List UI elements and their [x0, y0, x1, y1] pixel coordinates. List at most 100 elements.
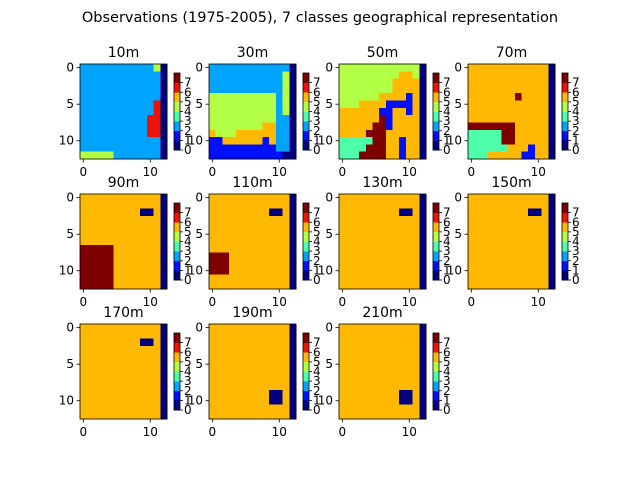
heatmap-cell	[392, 129, 400, 138]
heatmap-cell	[160, 230, 168, 239]
colorbar-segment	[433, 333, 439, 343]
heatmap-cell	[501, 71, 509, 79]
heatmap-cell	[405, 360, 413, 369]
heatmap-cell	[235, 252, 243, 261]
axes-frame	[208, 323, 297, 420]
heatmap-cell	[494, 107, 502, 116]
heatmap-cell	[153, 274, 161, 282]
heatmap-cell	[93, 208, 101, 217]
heatmap-cell	[160, 274, 168, 282]
heatmap-cell	[385, 115, 393, 123]
heatmap-cell	[215, 259, 223, 268]
colorbar-segment	[433, 361, 439, 372]
heatmap-cell	[133, 389, 141, 398]
y-tick-label: 5	[66, 357, 74, 371]
heatmap-cell	[242, 338, 250, 347]
heatmap-cell	[379, 78, 387, 87]
heatmap-cell	[339, 345, 346, 354]
heatmap-cell	[365, 129, 373, 138]
heatmap-cell	[399, 85, 407, 94]
heatmap-cell	[120, 208, 128, 217]
heatmap-cell	[229, 137, 237, 145]
heatmap-cell	[528, 100, 536, 109]
colorbar-tick-label: 2	[184, 254, 192, 268]
heatmap-cell	[289, 338, 297, 347]
heatmap-cell	[339, 367, 346, 376]
heatmap-cell	[209, 201, 216, 209]
heatmap-cell	[392, 194, 400, 202]
heatmap-cell	[412, 338, 420, 347]
heatmap-cell	[534, 194, 542, 202]
heatmap-cell	[229, 331, 237, 339]
heatmap-cell	[153, 230, 161, 239]
heatmap-cell	[262, 122, 270, 131]
colorbar-segment	[562, 203, 568, 213]
heatmap-cell	[80, 201, 87, 209]
heatmap-cells	[80, 194, 168, 290]
y-tick-label: 0	[325, 321, 333, 335]
heatmap-cell	[468, 100, 475, 109]
heatmap-cell	[405, 230, 413, 239]
heatmap-cell	[392, 215, 400, 224]
heatmap-cell	[508, 259, 516, 268]
heatmap-cell	[412, 151, 420, 160]
x-tick-label: 0	[339, 165, 347, 179]
heatmap-cell	[481, 245, 489, 253]
colorbar-tick-label: 0	[443, 143, 451, 157]
heatmap-cell	[359, 100, 367, 109]
heatmap-cell	[120, 78, 128, 87]
heatmap-cell	[508, 215, 516, 224]
heatmap-cell	[86, 107, 94, 116]
heatmap-cell	[385, 78, 393, 87]
heatmap-cell	[126, 122, 134, 131]
heatmap-cell	[372, 194, 380, 202]
heatmap-cell	[160, 137, 168, 145]
heatmap-cell	[235, 194, 243, 202]
heatmap-cell	[160, 208, 168, 217]
heatmap-cell	[494, 252, 502, 261]
heatmap-cell	[255, 245, 263, 253]
heatmap-cell	[508, 93, 516, 101]
heatmap-cell	[352, 151, 360, 160]
heatmap-cell	[229, 208, 237, 217]
colorbar-segment	[174, 222, 180, 233]
heatmap-cell	[514, 64, 522, 72]
heatmap-cell	[385, 252, 393, 261]
heatmap-cell	[514, 137, 522, 145]
colorbar-tick-label: 0	[313, 273, 321, 287]
heatmap-cell	[100, 144, 108, 152]
heatmap-cell	[481, 201, 489, 209]
heatmap-cell	[80, 122, 87, 131]
colorbar-tick-label: 3	[572, 114, 580, 128]
heatmap-cell	[405, 237, 413, 246]
heatmap-cell	[269, 281, 277, 290]
heatmap-cell	[113, 281, 121, 290]
heatmap-cell	[275, 122, 283, 131]
heatmap-cell	[262, 215, 270, 224]
heatmap-cell	[392, 404, 400, 412]
heatmap-cell	[275, 107, 283, 116]
heatmap-cell	[385, 389, 393, 398]
heatmap-cell	[392, 115, 400, 123]
heatmap-cell	[133, 215, 141, 224]
heatmap-cell	[379, 194, 387, 202]
heatmap-cell	[419, 122, 427, 131]
heatmap-cell	[289, 137, 297, 145]
heatmap-cell	[242, 367, 250, 376]
heatmap-cell	[100, 324, 108, 332]
heatmap-cell	[501, 85, 509, 94]
heatmap-cell	[379, 223, 387, 231]
heatmap-cell	[249, 281, 257, 290]
heatmap-cell	[249, 78, 257, 87]
heatmap-cell	[405, 107, 413, 116]
heatmap-cell	[468, 201, 475, 209]
heatmap-cell	[528, 107, 536, 116]
heatmap-cell	[209, 237, 216, 246]
heatmap-cell	[262, 252, 270, 261]
heatmap-cell	[100, 382, 108, 391]
heatmap-cell	[160, 267, 168, 275]
heatmap-cell	[405, 281, 413, 290]
heatmap-cell	[146, 389, 154, 398]
heatmap-cell	[133, 137, 141, 145]
